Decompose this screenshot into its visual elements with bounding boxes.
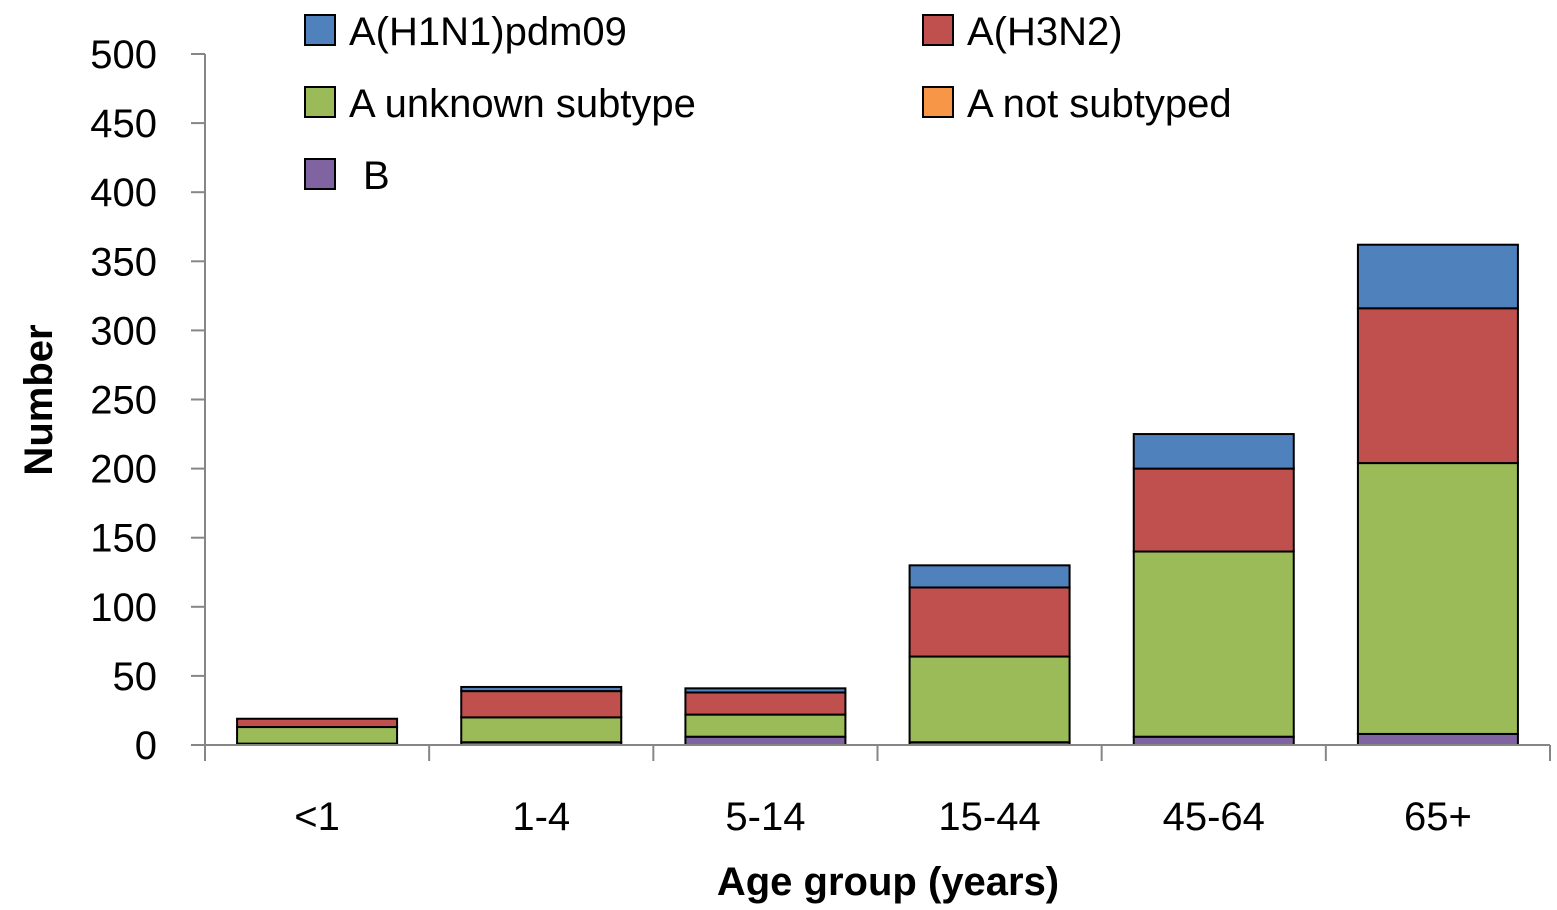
y-tick-label-2: 100 <box>90 586 157 630</box>
legend: A(H1N1)pdm09 A(H3N2) A unknown subtype A no… <box>304 10 1232 198</box>
legend-label-a-not-subtyped: A not subtyped <box>967 82 1232 126</box>
x-tick-label-3: 15-44 <box>938 795 1040 839</box>
axes-layer: 0 50 100 150 200 250 300 350 400 450 500 <1 1-4 5-14 1… <box>90 33 1551 839</box>
y-axis-title: Number <box>17 324 61 475</box>
y-tick-label-10: 500 <box>90 33 157 77</box>
bar-segment-a-h3n2--0 <box>236 717 399 729</box>
bar-segment-b-2 <box>684 735 847 747</box>
bar-segment-a-unknown-subtype-1 <box>460 716 623 744</box>
legend-label-a-h1n1-pdm09: A(H1N1)pdm09 <box>349 10 627 54</box>
bar-segment-a-h3n2--4 <box>1132 467 1295 553</box>
y-tick-label-7: 350 <box>90 240 157 284</box>
bar-segment-a-unknown-subtype-3 <box>908 655 1071 744</box>
x-tick-label-0: <1 <box>294 795 340 839</box>
bar-segment-a-unknown-subtype-4 <box>1132 550 1295 738</box>
bar-segment-a-h1n1-pdm09-1 <box>460 685 623 693</box>
x-tick-label-5: 65+ <box>1404 795 1472 839</box>
bar-segment-a-h3n2--1 <box>460 690 623 719</box>
legend-swatch-a-not-subtyped <box>922 86 954 118</box>
legend-label-b: B <box>363 154 390 198</box>
bars-layer <box>236 243 1519 747</box>
bar-segment-a-unknown-subtype-5 <box>1356 462 1519 735</box>
x-tick-label-1: 1-4 <box>512 795 570 839</box>
y-tick-label-1: 50 <box>113 655 158 699</box>
bar-segment-a-unknown-subtype-0 <box>236 726 399 745</box>
x-tick-label-4: 45-64 <box>1163 795 1265 839</box>
legend-swatch-a-unknown-subtype <box>304 86 336 118</box>
legend-label-a-unknown-subtype: A unknown subtype <box>349 82 696 126</box>
legend-swatch-b <box>304 158 336 190</box>
y-tick-label-9: 450 <box>90 102 157 146</box>
bar-segment-a-h3n2--3 <box>908 586 1071 658</box>
y-tick-label-6: 300 <box>90 309 157 353</box>
y-tick-label-0: 0 <box>135 724 157 768</box>
y-tick-label-8: 400 <box>90 171 157 215</box>
x-axis-title: Age group (years) <box>717 860 1059 904</box>
bar-segment-a-h1n1-pdm09-5 <box>1356 243 1519 310</box>
legend-swatch-a-h1n1-pdm09 <box>304 14 336 46</box>
bar-segment-a-unknown-subtype-2 <box>684 713 847 738</box>
y-tick-label-5: 250 <box>90 379 157 423</box>
bar-segment-a-h3n2--5 <box>1356 307 1519 465</box>
bar-segment-a-h1n1-pdm09-4 <box>1132 433 1295 470</box>
x-tick-label-2: 5-14 <box>725 795 805 839</box>
legend-label-a-h3n2-: A(H3N2) <box>967 10 1123 54</box>
bar-segment-b-5 <box>1356 732 1519 746</box>
bar-segment-a-h1n1-pdm09-3 <box>908 564 1071 589</box>
y-tick-label-4: 200 <box>90 448 157 492</box>
legend-swatch-a-h3n2- <box>922 14 954 46</box>
bar-segment-a-h3n2--2 <box>684 691 847 716</box>
bar-segment-a-h1n1-pdm09-2 <box>684 687 847 694</box>
bar-segment-b-4 <box>1132 735 1295 747</box>
y-tick-label-3: 150 <box>90 517 157 561</box>
